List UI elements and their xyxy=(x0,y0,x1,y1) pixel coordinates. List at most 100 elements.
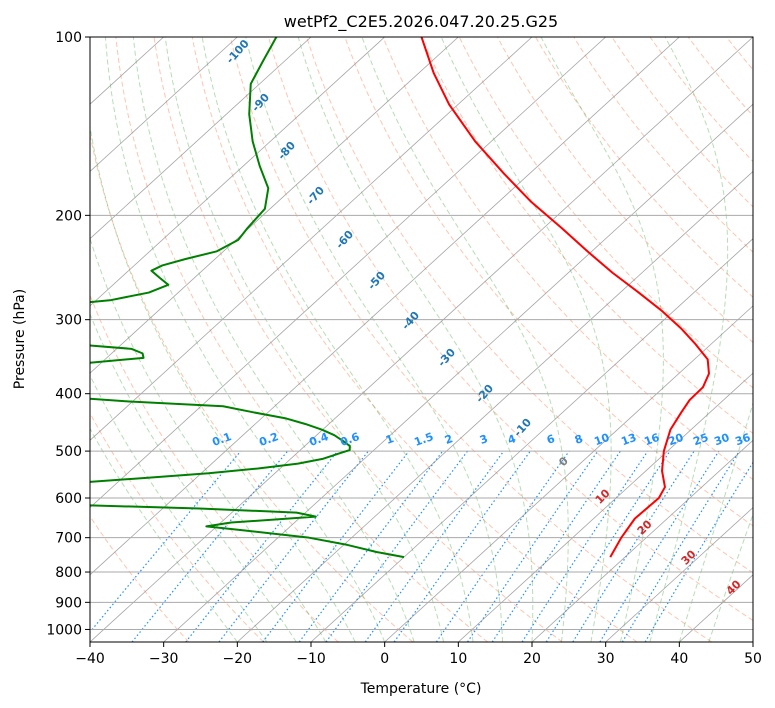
isotherm-line xyxy=(90,37,312,240)
isotherm-line xyxy=(90,37,753,642)
x-tick-label: 30 xyxy=(597,651,615,667)
mixing-ratio-label: 3 xyxy=(478,432,490,447)
mixing-ratio-label: 0.4 xyxy=(307,430,330,449)
dry-adiabat-line xyxy=(90,515,190,642)
isotherm-line xyxy=(310,238,753,642)
mixing-ratio-line xyxy=(621,450,740,642)
mixing-ratio-label: 0.2 xyxy=(257,430,280,449)
mixing-ratio-label: 0.6 xyxy=(338,430,361,449)
mixing-ratio-line xyxy=(131,450,289,642)
isotherm-line xyxy=(90,37,238,172)
isotherm-line xyxy=(90,37,385,307)
x-axis-label: Temperature (°C) xyxy=(360,681,482,697)
x-tick-label: −20 xyxy=(223,651,253,667)
moist-adiabat-line xyxy=(297,37,534,642)
dry-adiabat-line xyxy=(115,37,488,642)
mixing-ratio-line xyxy=(644,461,753,642)
dry-adiabat-line xyxy=(496,37,753,344)
mixing-ratio-line xyxy=(545,450,671,642)
isotherm-line xyxy=(90,37,680,576)
x-tick-label: 50 xyxy=(744,651,762,667)
dry-adiabat-line xyxy=(611,37,753,208)
moist-adiabat-line xyxy=(245,37,504,642)
mixing-ratio-line xyxy=(90,450,242,634)
dry-adiabat-line xyxy=(306,37,753,574)
y-tick-label: 300 xyxy=(55,313,82,329)
mixing-ratio-label: 10 xyxy=(592,431,611,449)
y-tick-label: 800 xyxy=(55,565,82,581)
mixing-ratio-label: 30 xyxy=(712,431,731,449)
dry-adiabat-line xyxy=(458,37,753,389)
x-tick-label: −10 xyxy=(296,651,326,667)
isotherm-line xyxy=(237,170,753,642)
isotherm-line xyxy=(90,37,533,441)
mixing-ratio-line xyxy=(364,450,505,642)
temperature-profile-line xyxy=(420,37,710,558)
dry-adiabat-line xyxy=(229,37,712,642)
moist-adiabat-line xyxy=(540,37,664,642)
moist-adiabat-line xyxy=(90,123,356,642)
moist-adiabat-line xyxy=(440,37,612,642)
y-axis-label: Pressure (hPa) xyxy=(12,289,28,389)
y-tick-label: 1000 xyxy=(46,622,82,638)
dry-adiabat-line xyxy=(191,37,638,642)
y-tick-label: 400 xyxy=(55,387,82,403)
mixing-ratio-label: 2 xyxy=(443,432,455,447)
moist-adiabat-line xyxy=(164,37,445,642)
mixing-ratio-label: 25 xyxy=(691,431,710,448)
dry-adiabat-line xyxy=(90,131,414,642)
x-tick-label: 40 xyxy=(670,651,688,667)
isotherm-line xyxy=(384,305,753,642)
y-tick-label: 500 xyxy=(55,444,82,460)
y-tick-label: 600 xyxy=(55,491,82,507)
dry-adiabat-line xyxy=(344,37,753,527)
moist-adiabat-line xyxy=(90,236,327,642)
isotherm-line xyxy=(90,37,459,374)
y-tick-label: 700 xyxy=(55,531,82,547)
x-tick-label: −40 xyxy=(75,651,105,667)
moist-adiabat-line xyxy=(361,37,569,642)
x-tick-label: 10 xyxy=(449,651,467,667)
isotherm-line xyxy=(605,507,753,642)
moist-adiabat-line xyxy=(201,37,474,642)
dry-adiabat-line xyxy=(649,37,753,163)
dry-adiabat-line xyxy=(90,293,339,642)
y-tick-label: 900 xyxy=(55,595,82,611)
mixing-ratio-label: 1 xyxy=(384,432,396,447)
mixing-ratio-line xyxy=(218,450,369,642)
chart-title: wetPf2_C2E5.2026.047.20.25.G25 xyxy=(284,12,558,32)
mixing-ratio-label: 20 xyxy=(666,431,685,449)
mixing-ratio-label: 4 xyxy=(506,432,518,447)
x-axis: −40 −30 −20 −10 0 10 20 30 40 50 xyxy=(75,642,762,667)
moist-adiabat-line xyxy=(649,37,729,642)
mixing-ratio-line xyxy=(393,450,531,642)
isotherm-line xyxy=(458,372,753,642)
mixing-ratio-line xyxy=(599,450,720,642)
mixing-ratio-label: 13 xyxy=(619,431,638,448)
isotherm-line xyxy=(163,103,753,642)
dewpoint-profile-line xyxy=(90,37,405,559)
moist-adiabat-line xyxy=(90,427,238,642)
dry-adiabat-line xyxy=(268,37,753,622)
mixing-ratio-line xyxy=(467,450,599,642)
background-lines xyxy=(90,37,753,642)
y-axis: 100 200 300 400 500 600 700 800 900 1000 xyxy=(46,30,90,638)
mixing-ratio-line xyxy=(572,450,695,642)
isotherm-line xyxy=(531,439,753,642)
x-tick-label: 20 xyxy=(523,651,541,667)
moist-adiabat-line xyxy=(132,37,415,642)
moist-adiabat-line xyxy=(708,512,753,642)
y-tick-label: 100 xyxy=(55,30,82,46)
plot-frame xyxy=(89,36,754,643)
mixing-ratio-label: 8 xyxy=(573,432,585,447)
mixing-ratio-line xyxy=(185,450,339,642)
moist-adiabat-line xyxy=(90,374,268,642)
mixing-ratio-label: 36 xyxy=(733,431,752,449)
profile-lines xyxy=(90,37,710,559)
mixing-ratio-label: 6 xyxy=(545,432,557,447)
moist-adiabat-line xyxy=(678,401,753,642)
line-labels: -100-90-80-70-60-50-40-30-20-100.1 0.2 0.4… xyxy=(210,37,752,598)
moist-adiabat-line xyxy=(90,312,297,642)
dry-adiabat-line xyxy=(382,37,753,481)
